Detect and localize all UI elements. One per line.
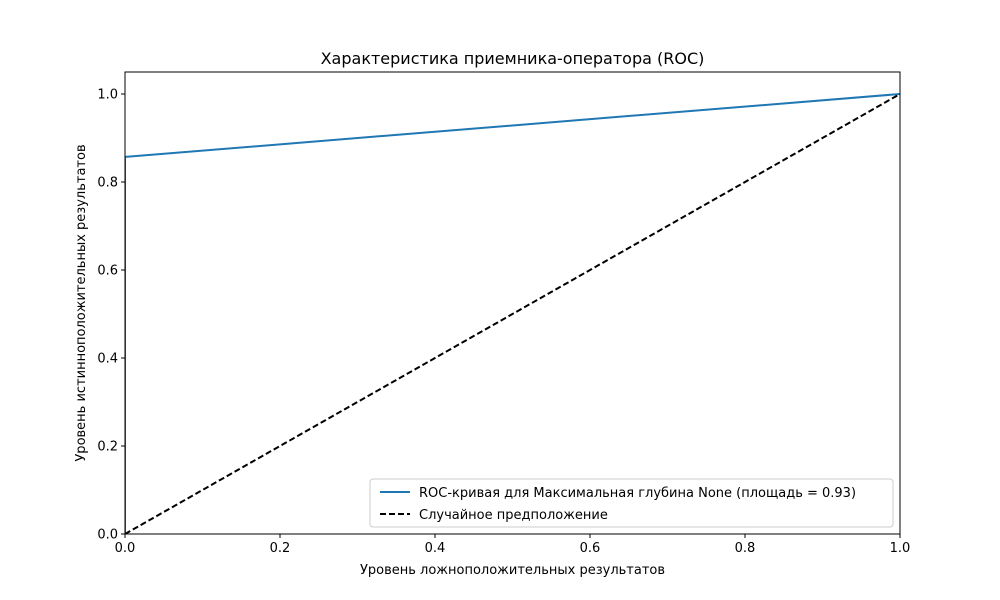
x-tick-label: 0.4 (425, 541, 446, 556)
y-tick-label: 0.6 (97, 264, 118, 279)
x-tick-label: 0.0 (115, 541, 136, 556)
roc-curve-line (125, 93, 900, 534)
y-tick-label: 0.0 (97, 528, 118, 543)
chart-title: Характеристика приемника-оператора (ROC) (321, 49, 705, 68)
y-axis: 0.0 0.2 0.4 0.6 0.8 1.0 (97, 88, 125, 543)
legend-box (369, 478, 894, 528)
x-tick-label: 0.2 (270, 541, 291, 556)
y-tick-label: 0.4 (97, 352, 118, 367)
y-tick-label: 0.2 (97, 440, 118, 455)
plot-area (124, 71, 901, 535)
x-axis-title: Уровень ложноположительных результатов (360, 563, 665, 578)
random-guess-line (125, 93, 900, 534)
x-tick-label: 0.6 (580, 541, 601, 556)
legend: ROC-кривая для Максимальная глубина None… (369, 478, 894, 528)
y-tick-label: 0.8 (97, 176, 118, 191)
y-tick-label: 1.0 (97, 88, 118, 103)
x-tick-label: 1.0 (890, 541, 911, 556)
y-axis-title: Уровень истинноположительных результатов (74, 144, 89, 461)
legend-label-random: Случайное предположение (419, 508, 608, 523)
legend-label-roc: ROC-кривая для Максимальная глубина None… (419, 486, 856, 501)
plot-frame (124, 71, 901, 535)
series-layer (125, 93, 900, 534)
x-axis: 0.0 0.2 0.4 0.6 0.8 1.0 (115, 534, 911, 556)
x-tick-label: 0.8 (735, 541, 756, 556)
